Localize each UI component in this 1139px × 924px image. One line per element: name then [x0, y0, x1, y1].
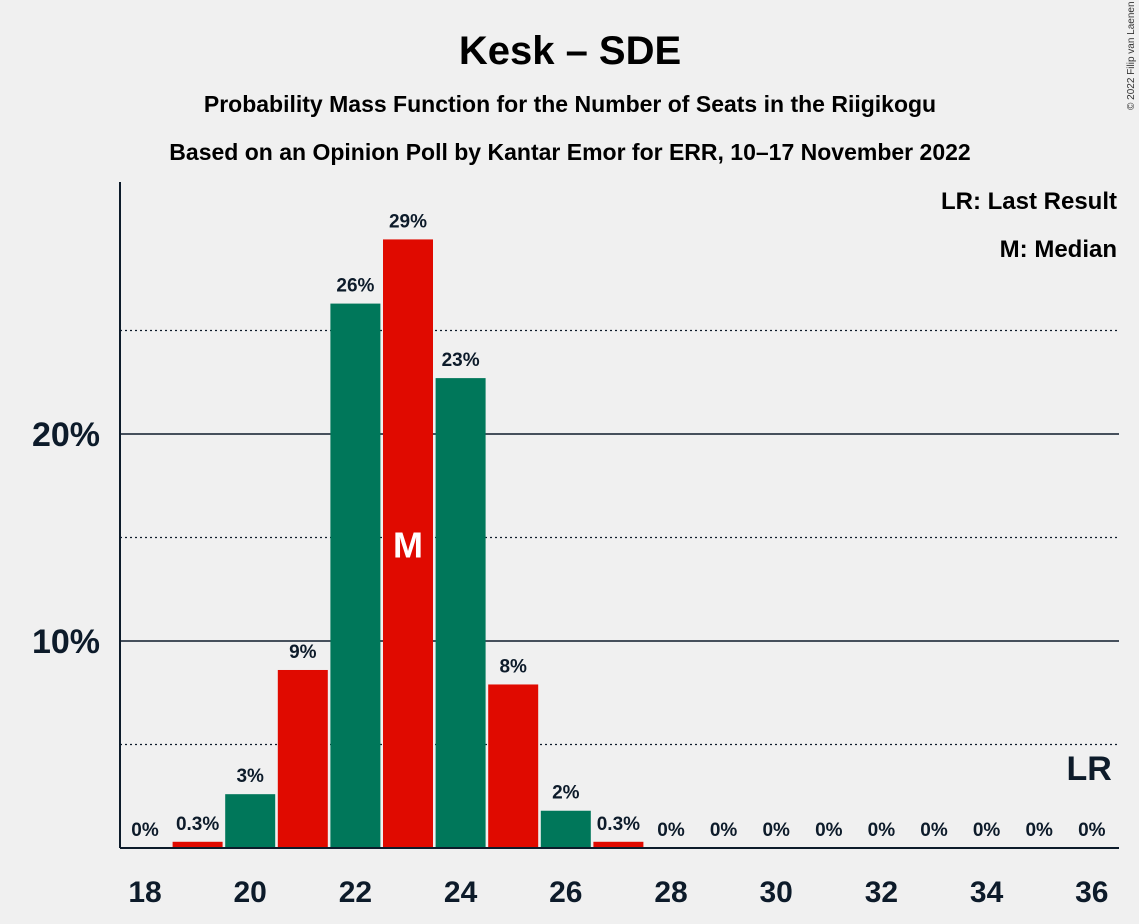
bar-23	[383, 239, 433, 849]
data-label-21: 9%	[289, 642, 317, 663]
chart-subtitle-2: Based on an Opinion Poll by Kantar Emor …	[169, 139, 970, 165]
data-label-31: 0%	[815, 820, 843, 841]
x-tick-label: 18	[128, 876, 161, 909]
bar-26	[540, 810, 591, 848]
data-label-29: 0%	[710, 820, 738, 841]
data-label-33: 0%	[920, 820, 948, 841]
data-label-36: 0%	[1078, 820, 1106, 841]
bar-21	[277, 669, 328, 848]
data-label-35: 0%	[1025, 820, 1053, 841]
data-label-28: 0%	[657, 820, 685, 841]
x-tick-label: 28	[654, 876, 687, 909]
last-result-marker: LR	[1066, 750, 1111, 788]
bar-19	[172, 841, 223, 848]
y-tick-label: 20%	[32, 416, 100, 454]
data-label-32: 0%	[868, 820, 896, 841]
data-label-19: 0.3%	[176, 814, 219, 835]
data-label-20: 3%	[236, 766, 264, 787]
bar-20	[225, 794, 276, 848]
x-tick-label: 24	[444, 876, 478, 909]
x-tick-label: 20	[234, 876, 267, 909]
bar-24	[435, 378, 486, 848]
x-tick-label: 22	[339, 876, 372, 909]
median-marker: M	[393, 525, 423, 566]
data-label-27: 0.3%	[597, 814, 640, 835]
legend-last-result: LR: Last Result	[941, 188, 1117, 215]
y-axis-ticks: 10% 20%	[32, 416, 100, 661]
x-axis-ticks: 18 20 22 24 26 28 30 32 34 36	[128, 876, 1108, 909]
copyright-text: © 2022 Filip van Laenen	[1126, 1, 1137, 110]
x-tick-label: 32	[865, 876, 898, 909]
data-label-22: 26%	[336, 276, 374, 297]
data-label-30: 0%	[762, 820, 790, 841]
gridlines	[120, 329, 1119, 746]
data-label-18: 0%	[131, 820, 159, 841]
bar-22	[330, 303, 381, 849]
bar-27	[593, 841, 644, 848]
data-label-26: 2%	[552, 783, 580, 804]
data-label-34: 0%	[973, 820, 1001, 841]
x-tick-label: 36	[1075, 876, 1108, 909]
bar-25	[488, 684, 539, 848]
x-tick-label: 34	[970, 876, 1004, 909]
x-tick-label: 26	[549, 876, 582, 909]
chart-title: Kesk – SDE	[459, 29, 681, 73]
y-tick-label: 10%	[32, 623, 100, 661]
chart-subtitle-1: Probability Mass Function for the Number…	[204, 91, 936, 117]
data-label-25: 8%	[499, 656, 527, 677]
bars	[172, 239, 644, 849]
x-tick-label: 30	[760, 876, 793, 909]
data-label-23: 29%	[389, 211, 427, 232]
legend-median: M: Median	[1000, 236, 1117, 263]
data-label-24: 23%	[442, 350, 480, 371]
data-labels: 0% 0.3% 3% 9% 26% 29% 23% 8% 2% 0.3% 0% 0% 0% 0% 0% 0% 0…	[131, 211, 1112, 841]
